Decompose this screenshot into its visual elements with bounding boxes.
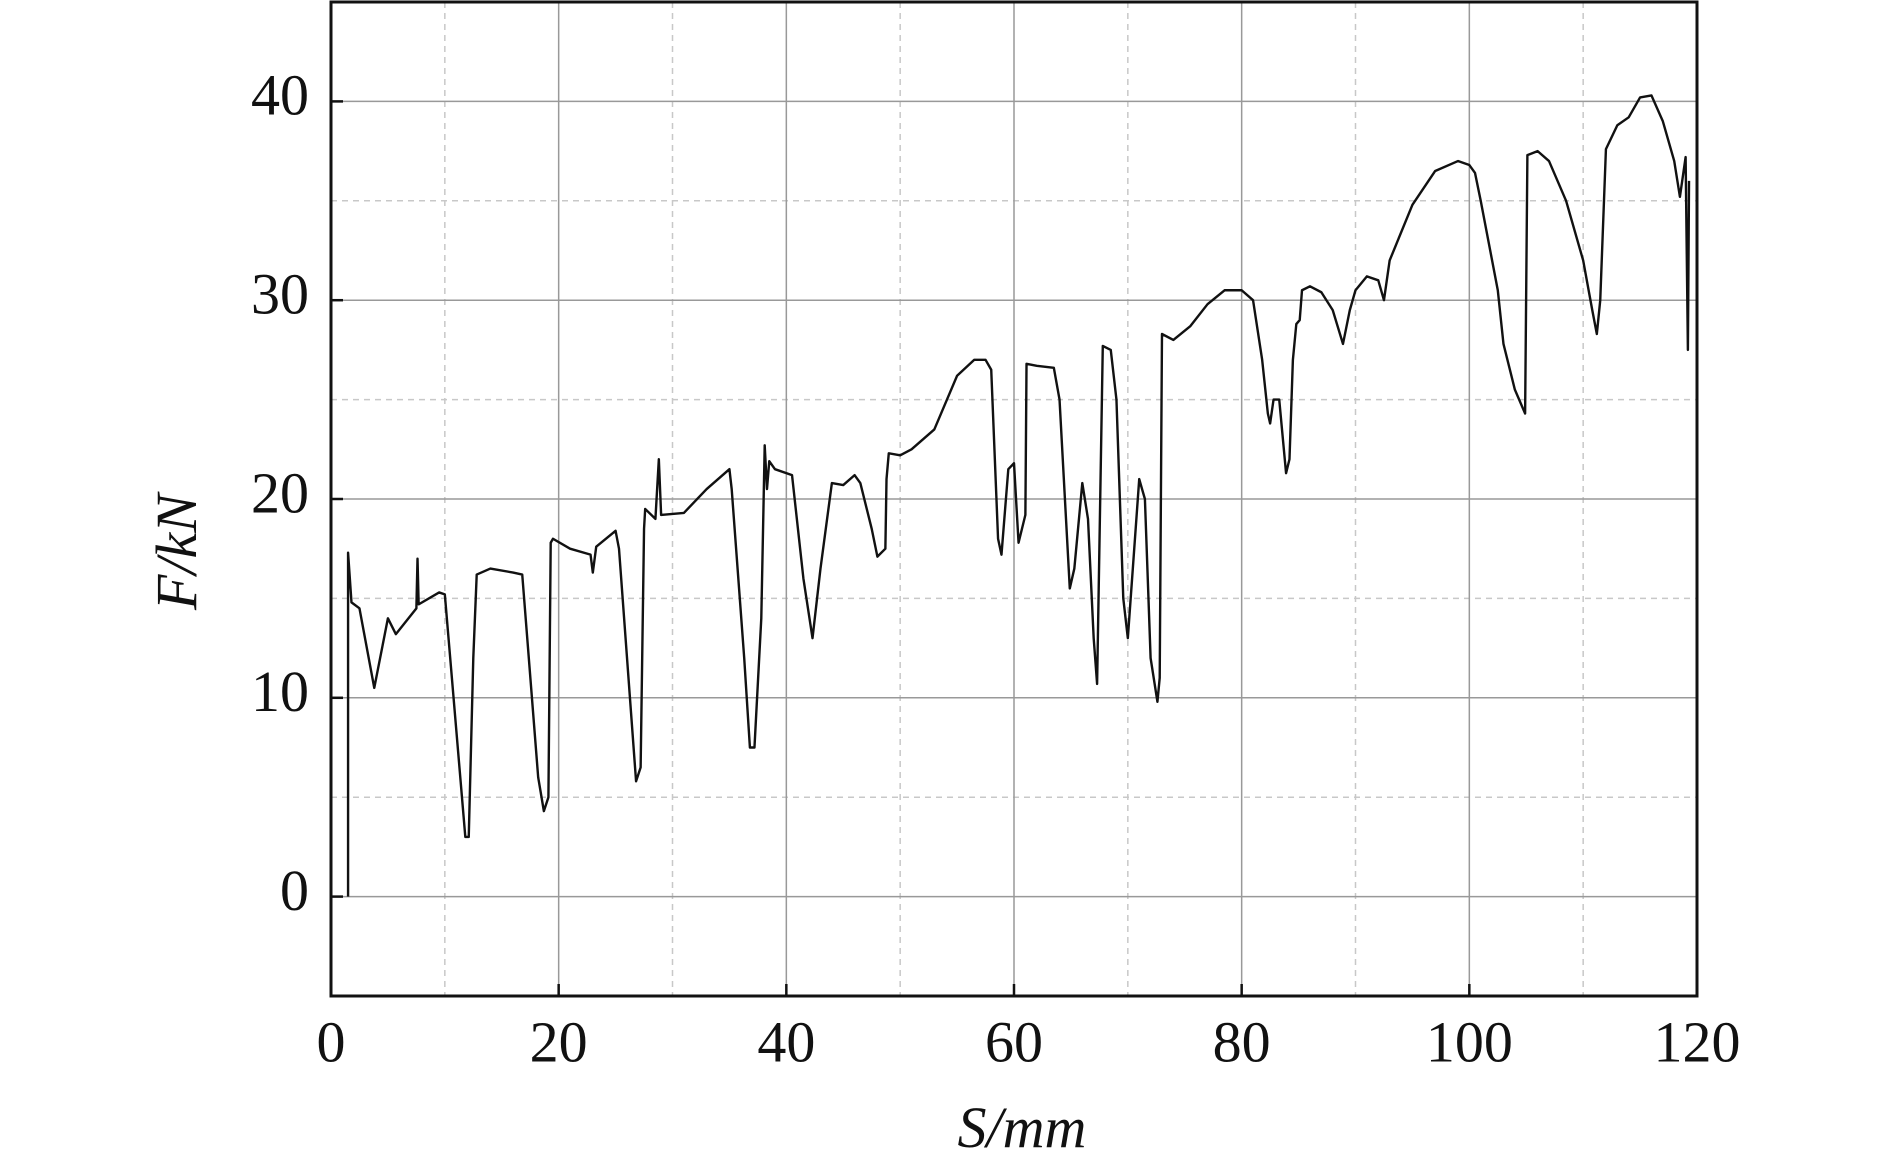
y-tick-label: 20 <box>251 460 309 525</box>
x-tick-label: 120 <box>1654 1009 1741 1074</box>
x-tick-label: 80 <box>1213 1009 1271 1074</box>
x-tick-label: 60 <box>985 1009 1043 1074</box>
y-tick-label: 40 <box>251 63 309 128</box>
x-tick-label: 0 <box>317 1009 346 1074</box>
y-tick-label: 10 <box>251 659 309 724</box>
x-axis-label: S/mm <box>958 1095 1087 1160</box>
x-tick-label: 40 <box>757 1009 815 1074</box>
x-tick-label: 20 <box>530 1009 588 1074</box>
x-tick-label: 100 <box>1426 1009 1513 1074</box>
y-tick-label: 30 <box>251 262 309 327</box>
y-tick-label: 0 <box>280 858 309 923</box>
y-axis-label: F/kN <box>144 491 209 611</box>
plot-frame <box>329 0 1699 998</box>
data-line <box>346 94 1691 897</box>
